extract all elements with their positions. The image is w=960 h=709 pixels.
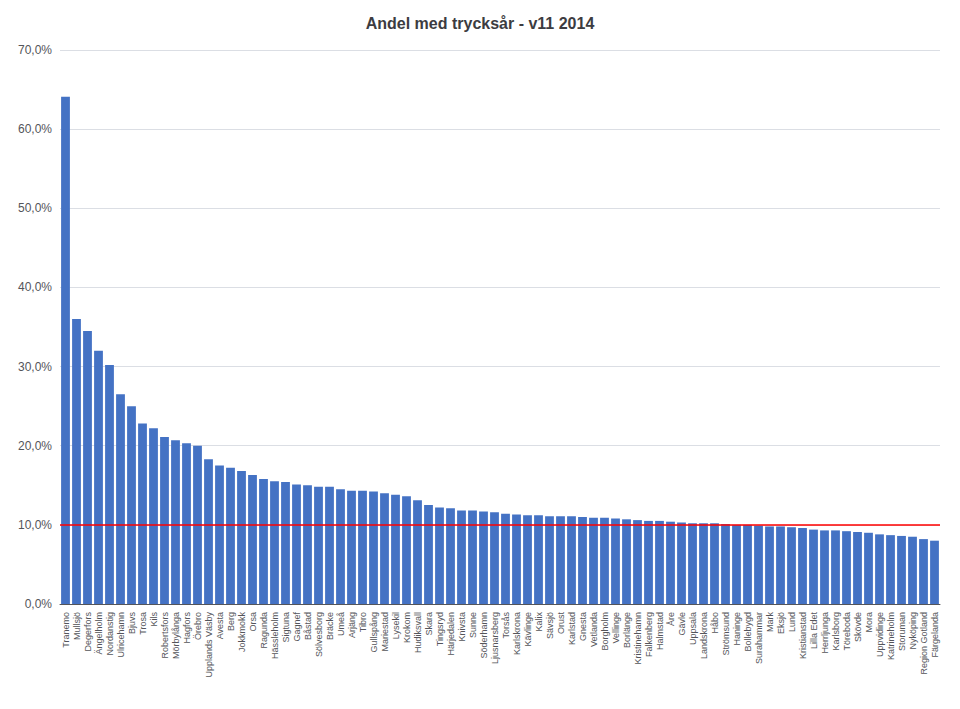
svg-text:Storuman: Storuman (897, 612, 907, 651)
svg-text:Mörbylånga: Mörbylånga (171, 612, 181, 659)
svg-text:Karlskrona: Karlskrona (512, 612, 522, 655)
svg-text:Karlstad: Karlstad (567, 612, 577, 645)
svg-text:Halmstad: Halmstad (655, 612, 665, 650)
svg-text:Nyköping: Nyköping (908, 612, 918, 650)
svg-text:Torsås: Torsås (501, 612, 511, 639)
svg-text:Herrljunga: Herrljunga (820, 612, 830, 654)
svg-text:Region Gotland: Region Gotland (919, 612, 929, 675)
svg-text:70,0%: 70,0% (18, 43, 52, 57)
svg-text:Söderhamn: Söderhamn (479, 612, 489, 659)
svg-text:30,0%: 30,0% (18, 360, 52, 374)
svg-text:Borlänge: Borlänge (622, 612, 632, 648)
svg-text:Krokom: Krokom (402, 612, 412, 643)
svg-text:Bräcke: Bräcke (325, 612, 335, 640)
svg-text:Orust: Orust (556, 612, 566, 635)
svg-text:Färgelanda: Färgelanda (930, 612, 940, 658)
svg-text:Robertsfors: Robertsfors (160, 612, 170, 659)
svg-text:Örebro: Örebro (193, 612, 203, 640)
svg-text:Strömsund: Strömsund (721, 612, 731, 656)
svg-text:0,0%: 0,0% (25, 597, 53, 611)
svg-text:Sölvesborg: Sölvesborg (314, 612, 324, 657)
svg-text:60,0%: 60,0% (18, 122, 52, 136)
svg-text:Bollebygd: Bollebygd (743, 612, 753, 652)
svg-text:Kalix: Kalix (534, 612, 544, 632)
svg-text:Hagfors: Hagfors (182, 612, 192, 644)
svg-text:Landskrona: Landskrona (699, 612, 709, 659)
svg-text:Katrineholm: Katrineholm (886, 612, 896, 660)
svg-text:Hudiksvall: Hudiksvall (413, 612, 423, 653)
svg-text:Sävsjö: Sävsjö (545, 612, 555, 639)
svg-text:Lilla Edet: Lilla Edet (809, 612, 819, 650)
svg-text:10,0%: 10,0% (18, 518, 52, 532)
svg-text:Mora: Mora (864, 612, 874, 633)
svg-text:40,0%: 40,0% (18, 280, 52, 294)
svg-text:Skövde: Skövde (853, 612, 863, 642)
svg-text:Kils: Kils (149, 612, 159, 627)
svg-text:Ljusnarsberg: Ljusnarsberg (490, 612, 500, 664)
svg-text:Uppsala: Uppsala (688, 612, 698, 645)
svg-text:Haninge: Haninge (732, 612, 742, 646)
svg-text:Ulricehamn: Ulricehamn (116, 612, 126, 658)
svg-text:Båstad: Båstad (303, 612, 313, 640)
svg-text:Nordanstig: Nordanstig (105, 612, 115, 656)
svg-text:Andel med trycksår - v11 2014: Andel med trycksår - v11 2014 (366, 15, 595, 32)
svg-text:Mark: Mark (765, 612, 775, 632)
svg-text:Karlsborg: Karlsborg (831, 612, 841, 651)
svg-text:Bjuvs: Bjuvs (127, 612, 137, 635)
svg-text:Jokkmokk: Jokkmokk (237, 612, 247, 653)
svg-text:Härjedalen: Härjedalen (446, 612, 456, 656)
svg-text:Vellinge: Vellinge (611, 612, 621, 644)
svg-text:Surahammar: Surahammar (754, 612, 764, 664)
svg-text:Ragunda: Ragunda (259, 612, 269, 649)
svg-text:Eksjö: Eksjö (776, 612, 786, 634)
svg-text:Mariestad: Mariestad (380, 612, 390, 652)
svg-text:Tranemo: Tranemo (61, 612, 71, 648)
svg-text:Kristianstad: Kristianstad (798, 612, 808, 659)
svg-text:Kävlinge: Kävlinge (523, 612, 533, 647)
svg-text:Hässleholm: Hässleholm (270, 612, 280, 659)
svg-text:Sunne: Sunne (468, 612, 478, 638)
svg-text:Lysekil: Lysekil (391, 612, 401, 639)
svg-text:Ängelholm: Ängelholm (94, 612, 104, 655)
svg-text:Håbo: Håbo (710, 612, 720, 634)
svg-text:50,0%: 50,0% (18, 201, 52, 215)
svg-text:Kristinehamn: Kristinehamn (633, 612, 643, 665)
svg-text:Tingsryd: Tingsryd (435, 612, 445, 646)
svg-text:Falkenberg: Falkenberg (644, 612, 654, 657)
svg-text:Åre: Åre (666, 612, 676, 626)
svg-text:Degerfors: Degerfors (83, 612, 93, 652)
svg-text:Uppvidinge: Uppvidinge (875, 612, 885, 657)
svg-text:Upplands Väsby: Upplands Väsby (204, 612, 214, 678)
svg-text:Sigtuna: Sigtuna (281, 612, 291, 643)
svg-text:Skara: Skara (424, 612, 434, 636)
svg-text:Gagnef: Gagnef (292, 612, 302, 642)
svg-text:Vetlanda: Vetlanda (589, 612, 599, 647)
svg-text:Lund: Lund (787, 612, 797, 632)
svg-text:Knivsta: Knivsta (457, 612, 467, 642)
svg-text:Avesta: Avesta (215, 612, 225, 639)
svg-text:Mullsjö: Mullsjö (72, 612, 82, 640)
svg-text:Gullspång: Gullspång (369, 612, 379, 653)
svg-text:Gävle: Gävle (677, 612, 687, 636)
svg-text:Gnesta: Gnesta (578, 612, 588, 641)
svg-text:Umeå: Umeå (336, 612, 346, 636)
svg-text:Berg: Berg (226, 612, 236, 631)
svg-text:Orsa: Orsa (248, 612, 258, 632)
svg-text:Borgholm: Borgholm (600, 612, 610, 651)
svg-text:Arjäng: Arjäng (347, 612, 357, 638)
svg-text:Tibro: Tibro (358, 612, 368, 632)
svg-text:Trosa: Trosa (138, 612, 148, 635)
svg-text:Töreboda: Töreboda (842, 612, 852, 651)
svg-text:20,0%: 20,0% (18, 439, 52, 453)
